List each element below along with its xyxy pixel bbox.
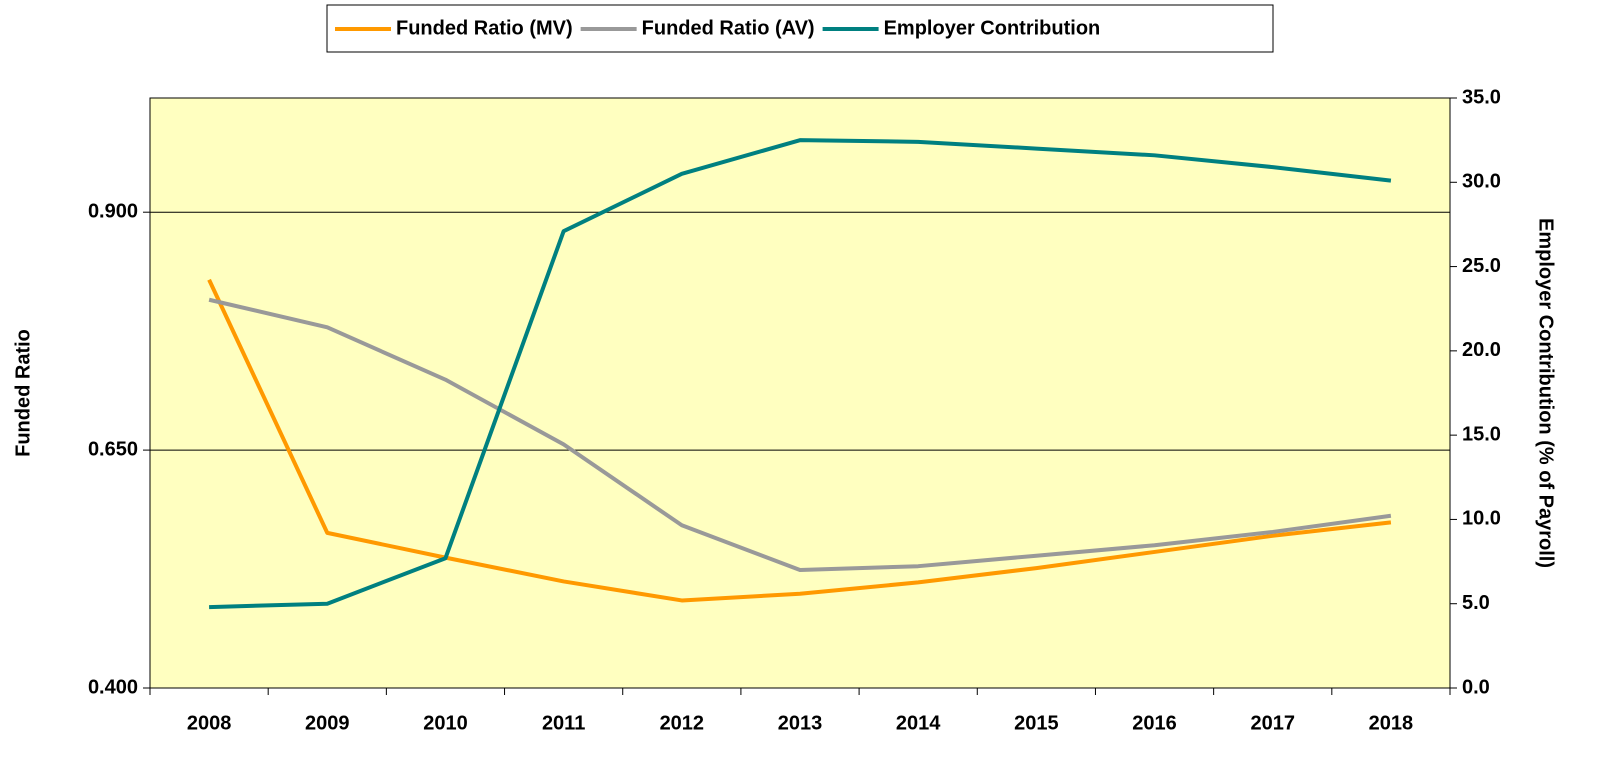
x-tick-label: 2018: [1369, 712, 1414, 734]
y2-tick-label: 35.0: [1462, 86, 1501, 108]
x-tick-label: 2014: [896, 712, 941, 734]
legend-label: Funded Ratio (MV): [396, 17, 573, 39]
y2-tick-label: 0.0: [1462, 676, 1490, 698]
y2-tick-label: 10.0: [1462, 508, 1501, 530]
y2-tick-label: 30.0: [1462, 171, 1501, 193]
x-tick-label: 2011: [542, 712, 585, 734]
plot-area: [149, 97, 1451, 689]
series-line: [209, 138, 1392, 610]
y2-axis-title: Employer Contribution (% of Payroll): [1535, 218, 1557, 568]
y2-tick-label: 20.0: [1462, 339, 1501, 361]
y-tick-label: 0.650: [88, 438, 138, 460]
y-axis-title: Funded Ratio: [12, 329, 34, 457]
legend-label: Employer Contribution: [884, 17, 1101, 39]
series-line: [207, 278, 1392, 603]
legend-label: Funded Ratio (AV): [642, 17, 815, 39]
x-tick-label: 2012: [660, 712, 705, 734]
series-line: [208, 297, 1392, 572]
y2-tick-label: 25.0: [1462, 255, 1501, 277]
x-tick-label: 2009: [305, 712, 350, 734]
y-tick-label: 0.400: [88, 676, 138, 698]
x-tick-label: 2013: [778, 712, 823, 734]
y2-tick-label: 15.0: [1462, 423, 1501, 445]
x-tick-label: 2017: [1250, 712, 1295, 734]
x-tick-label: 2008: [187, 712, 232, 734]
y2-tick-label: 5.0: [1462, 592, 1490, 614]
x-tick-label: 2015: [1014, 712, 1059, 734]
y-tick-label: 0.900: [88, 200, 138, 222]
x-tick-label: 2016: [1132, 712, 1177, 734]
x-tick-label: 2010: [423, 712, 468, 734]
legend: [326, 4, 1274, 53]
